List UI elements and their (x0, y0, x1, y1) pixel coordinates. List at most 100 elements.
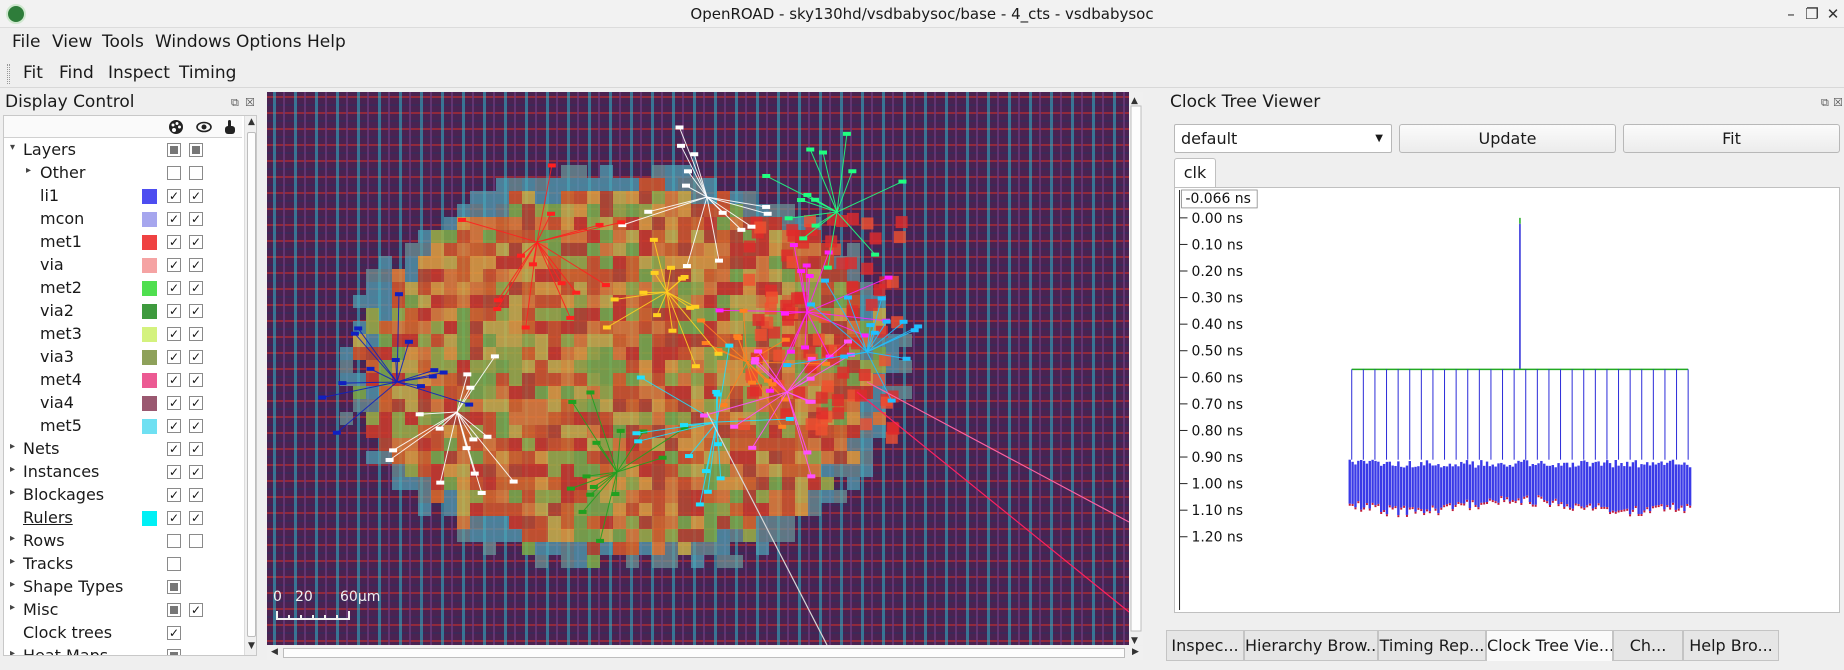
expand-arrow-icon[interactable]: ▸ (10, 648, 16, 656)
tree-row-met1[interactable]: met1 ✓ ✓ (4, 231, 242, 254)
tab-hierarchy-browser[interactable]: Hierarchy Brow... (1244, 630, 1378, 661)
layer-color-swatch[interactable] (142, 511, 157, 526)
tree-row-met4[interactable]: met4 ✓ ✓ (4, 369, 242, 392)
tree-row-rows[interactable]: ▸ Rows (4, 530, 242, 553)
layer-color-swatch[interactable] (142, 327, 157, 342)
visible-checkbox[interactable]: ✓ (167, 304, 181, 318)
timing-button[interactable]: Timing (179, 63, 237, 83)
restore-icon[interactable]: ❐ (1805, 5, 1819, 23)
visible-checkbox[interactable]: ✓ (167, 212, 181, 226)
scroll-down-icon[interactable]: ▼ (248, 641, 255, 651)
layer-color-swatch[interactable] (142, 373, 157, 388)
inspect-button[interactable]: Inspect (108, 63, 170, 83)
visible-checkbox[interactable]: ✓ (167, 327, 181, 341)
layer-color-swatch[interactable] (142, 350, 157, 365)
expand-arrow-icon[interactable]: ▸ (10, 533, 16, 544)
tree-row-via3[interactable]: via3 ✓ ✓ (4, 346, 242, 369)
tree-row-layers[interactable]: ▾ Layers (4, 139, 242, 162)
tab-timing-report[interactable]: Timing Rep... (1378, 630, 1486, 661)
tree-row-via[interactable]: via ✓ ✓ (4, 254, 242, 277)
expand-arrow-icon[interactable]: ▸ (10, 487, 16, 498)
visible-checkbox[interactable]: ✓ (167, 189, 181, 203)
tree-row-via2[interactable]: via2 ✓ ✓ (4, 300, 242, 323)
tree-row-met2[interactable]: met2 ✓ ✓ (4, 277, 242, 300)
layer-color-swatch[interactable] (142, 189, 157, 204)
tab-clock-tree-viewer[interactable]: Clock Tree Vie... (1486, 630, 1613, 661)
layer-color-swatch[interactable] (142, 396, 157, 411)
tab-charts[interactable]: Ch... (1613, 630, 1683, 661)
visible-checkbox[interactable]: ✓ (167, 281, 181, 295)
visible-checkbox[interactable]: ✓ (167, 488, 181, 502)
visible-checkbox[interactable]: ✓ (167, 373, 181, 387)
visible-checkbox[interactable] (167, 649, 181, 655)
layer-color-swatch[interactable] (142, 419, 157, 434)
close-panel-icon[interactable]: ☒ (1833, 96, 1843, 109)
visible-checkbox[interactable]: ✓ (167, 350, 181, 364)
selectable-checkbox[interactable]: ✓ (189, 350, 203, 364)
fit-view-button[interactable]: Fit (1623, 124, 1840, 153)
layout-canvas[interactable]: 0 20 60μm ▲ ▼ (267, 92, 1143, 645)
selectable-checkbox[interactable]: ✓ (189, 396, 203, 410)
menu-tools[interactable]: Tools (102, 32, 144, 52)
selectable-checkbox[interactable] (189, 166, 203, 180)
selectable-checkbox[interactable]: ✓ (189, 235, 203, 249)
expand-arrow-icon[interactable]: ▸ (10, 441, 16, 452)
find-button[interactable]: Find (59, 63, 94, 83)
tree-row-instances[interactable]: ▸ Instances ✓ ✓ (4, 461, 242, 484)
toolbar-grip[interactable] (7, 64, 10, 84)
menu-options[interactable]: Options (236, 32, 302, 52)
menu-view[interactable]: View (52, 32, 93, 52)
visible-checkbox[interactable]: ✓ (167, 235, 181, 249)
selectable-checkbox[interactable]: ✓ (189, 465, 203, 479)
selectable-checkbox[interactable]: ✓ (189, 603, 203, 617)
tree-row-li1[interactable]: li1 ✓ ✓ (4, 185, 242, 208)
scroll-left-icon[interactable]: ◀ (271, 647, 278, 657)
selectable-checkbox[interactable] (189, 143, 203, 157)
visible-checkbox[interactable] (167, 166, 181, 180)
expand-arrow-icon[interactable]: ▸ (10, 579, 16, 590)
scroll-right-icon[interactable]: ▶ (1132, 647, 1139, 657)
collapse-arrow-icon[interactable]: ▾ (10, 142, 16, 153)
layer-color-swatch[interactable] (142, 281, 157, 296)
tab-inspector[interactable]: Inspec... (1166, 630, 1244, 661)
tree-row-mcon[interactable]: mcon ✓ ✓ (4, 208, 242, 231)
float-panel-icon[interactable]: ⧉ (231, 96, 239, 109)
expand-arrow-icon[interactable]: ▸ (10, 602, 16, 613)
visible-checkbox[interactable] (167, 603, 181, 617)
menu-windows[interactable]: Windows (155, 32, 231, 52)
tree-row-blockages[interactable]: ▸ Blockages ✓ ✓ (4, 484, 242, 507)
visible-checkbox[interactable] (167, 534, 181, 548)
tab-help-browser[interactable]: Help Bro... (1683, 630, 1779, 661)
menu-file[interactable]: File (12, 32, 41, 52)
corner-select[interactable]: default ▼ (1174, 124, 1392, 153)
selectable-checkbox[interactable]: ✓ (189, 373, 203, 387)
visible-checkbox[interactable] (167, 143, 181, 157)
tree-row-rulers[interactable]: Rulers ✓ ✓ (4, 507, 242, 530)
tree-row-other[interactable]: ▸ Other (4, 162, 242, 185)
tree-row-met3[interactable]: met3 ✓ ✓ (4, 323, 242, 346)
display-control-tree[interactable]: ▾ Layers ▸ Other li1 ✓ ✓ mcon ✓ ✓ met1 ✓ ✓ via ✓ ✓ met2 ✓… (3, 115, 257, 656)
scroll-thumb[interactable] (247, 132, 256, 637)
clock-tree-chart[interactable]: -0.066 ns 0.00 ns 0.10 ns 0.20 ns 0.30 ns 0.4… (1174, 187, 1840, 613)
expand-arrow-icon[interactable]: ▸ (26, 165, 32, 176)
layout-vscroll[interactable]: ▲ ▼ (1129, 92, 1143, 645)
visible-checkbox[interactable]: ✓ (167, 442, 181, 456)
selectable-checkbox[interactable]: ✓ (189, 419, 203, 433)
layer-color-swatch[interactable] (142, 304, 157, 319)
layout-horizontal-scrollbar[interactable]: ◀ ▶ (267, 646, 1143, 660)
tree-row-met5[interactable]: met5 ✓ ✓ (4, 415, 242, 438)
minimize-icon[interactable]: – (1787, 5, 1795, 23)
selectable-checkbox[interactable]: ✓ (189, 258, 203, 272)
tree-row-shape-types[interactable]: ▸ Shape Types (4, 576, 242, 599)
selectable-checkbox[interactable] (189, 534, 203, 548)
visible-checkbox[interactable]: ✓ (167, 465, 181, 479)
visible-checkbox[interactable] (167, 557, 181, 571)
hscroll-thumb[interactable] (283, 648, 1125, 658)
close-icon[interactable]: ✕ (1826, 5, 1840, 23)
visible-checkbox[interactable]: ✓ (167, 419, 181, 433)
tree-vertical-scrollbar[interactable]: ▲ ▼ (244, 116, 256, 655)
tree-row-nets[interactable]: ▸ Nets ✓ ✓ (4, 438, 242, 461)
selectable-checkbox[interactable]: ✓ (189, 488, 203, 502)
tab-clk[interactable]: clk (1174, 158, 1216, 188)
tree-row-heat-maps[interactable]: ▸ Heat Maps (4, 645, 242, 656)
